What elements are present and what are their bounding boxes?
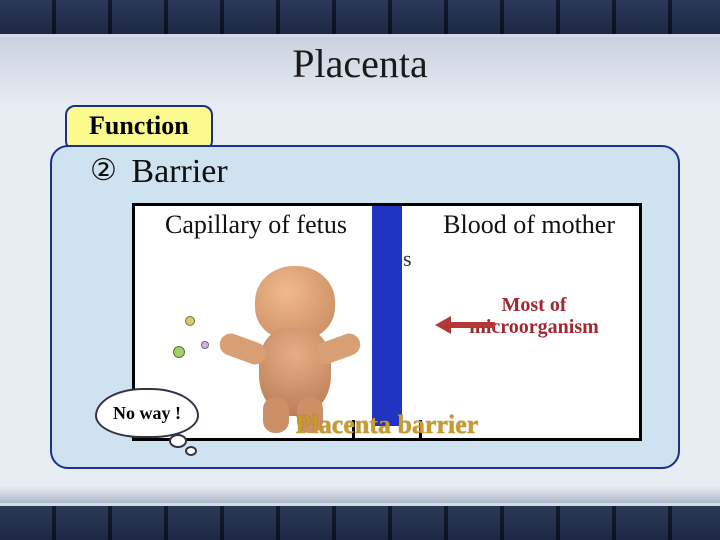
barrier-heading-text: Barrier — [123, 153, 228, 190]
circled-number: ② — [90, 153, 117, 188]
particle-dot — [201, 341, 209, 349]
left-label: Capillary of fetus — [165, 210, 347, 240]
arrow-left-icon — [435, 318, 495, 332]
content-panel: ② Barrier Capillary of fetus Blood of mo… — [50, 145, 680, 469]
micro-line1: Most of — [502, 294, 567, 316]
border-top — [0, 0, 720, 34]
fetus-illustration — [215, 266, 365, 431]
stray-letter: s — [403, 246, 412, 272]
placenta-barrier-label: Placenta barrier — [296, 410, 479, 440]
slide: Placenta Function ② Barrier Capillary of… — [0, 0, 720, 540]
page-title: Placenta — [0, 40, 720, 87]
right-label: Blood of mother — [443, 210, 615, 240]
thought-bubble: No way ! — [95, 388, 205, 444]
particle-dot — [185, 316, 195, 326]
particle-dot — [173, 346, 185, 358]
bubble-text: No way ! — [95, 388, 199, 438]
barrier-heading: ② Barrier — [90, 153, 228, 191]
placenta-bar — [372, 206, 402, 432]
diagram-box: Capillary of fetus Blood of mother s Mos… — [132, 203, 642, 441]
border-bottom — [0, 506, 720, 540]
